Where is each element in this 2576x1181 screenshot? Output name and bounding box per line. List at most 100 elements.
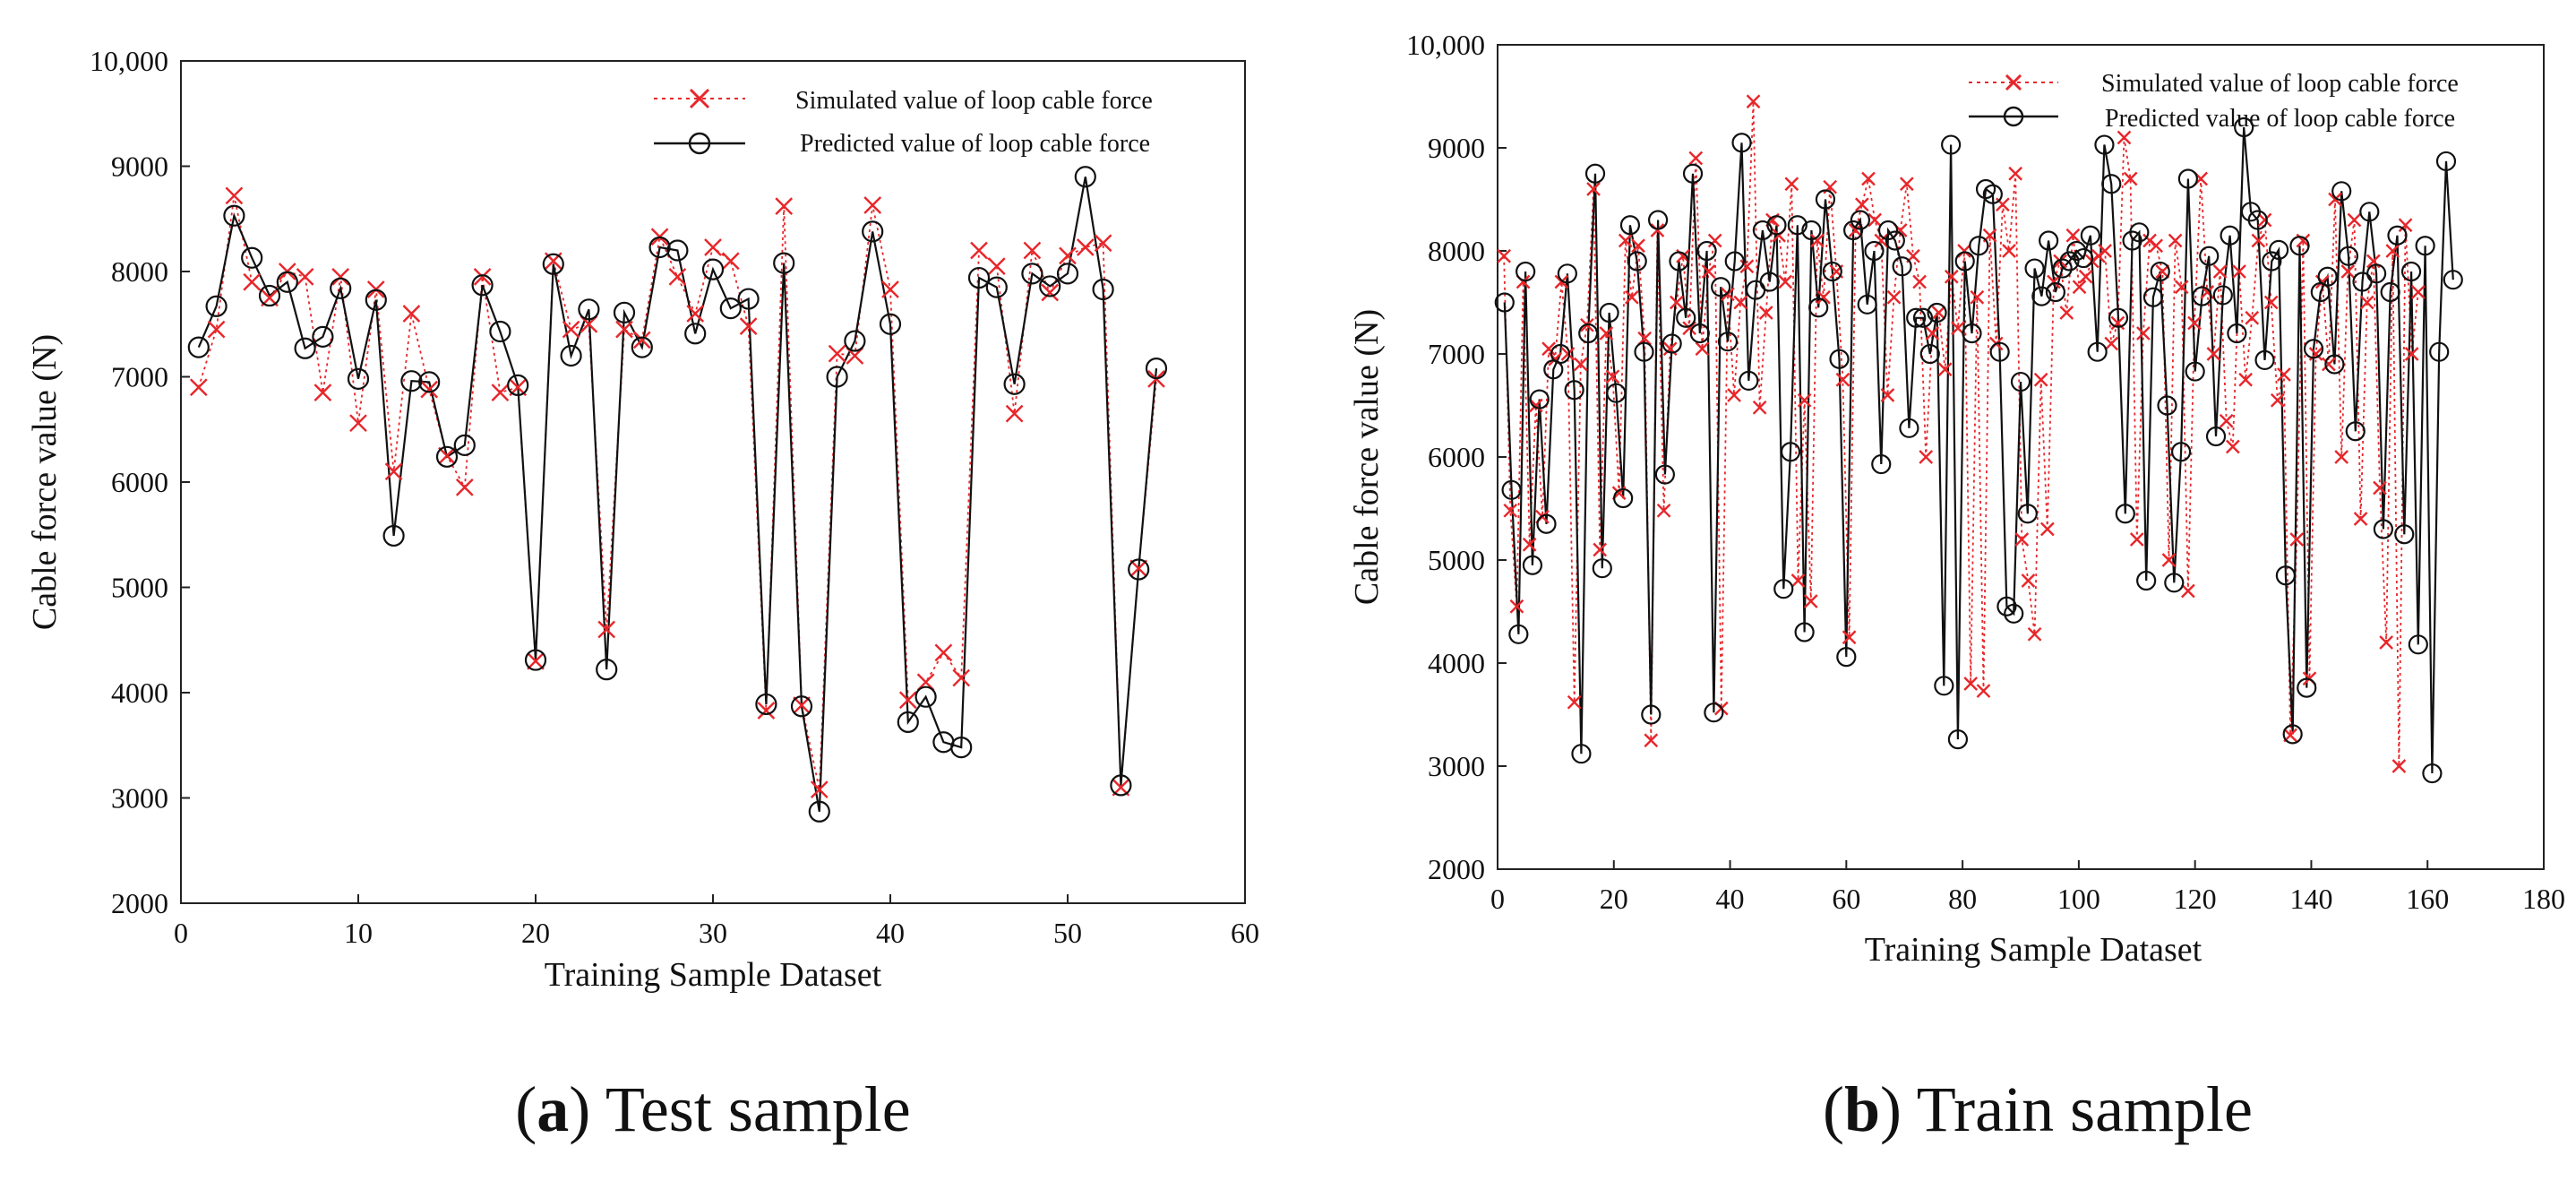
predicted-point — [2017, 504, 2038, 524]
simulated-point — [1912, 274, 1927, 289]
predicted-point — [2031, 286, 2052, 306]
y-axis-label-a: Cable force value (N) — [26, 334, 64, 630]
predicted-point — [2108, 307, 2129, 328]
predicted-point — [1919, 343, 1940, 365]
predicted-point — [2408, 634, 2428, 655]
predicted-point — [560, 344, 582, 367]
predicted-point — [2080, 225, 2100, 246]
simulated-point — [704, 238, 722, 256]
predicted-point — [773, 252, 795, 274]
predicted-point — [489, 320, 511, 343]
caption-letter-b: b — [1844, 1073, 1880, 1145]
predicted-point — [187, 336, 210, 358]
simulated-point — [1503, 503, 1518, 518]
simulated-point — [2149, 238, 2164, 254]
simulated-point — [2021, 573, 2036, 588]
predicted-series-line — [1503, 126, 2454, 774]
predicted-point — [2039, 230, 2059, 251]
predicted-point — [2052, 258, 2073, 279]
predicted-point — [418, 371, 441, 393]
y-tick-label: 9000 — [1428, 132, 1485, 164]
caption-text-b: Train sample — [1917, 1073, 2253, 1145]
predicted-point — [294, 337, 316, 359]
simulated-point — [2008, 166, 2023, 181]
predicted-point — [2150, 261, 2170, 282]
x-tick-label: 10 — [344, 917, 373, 949]
simulated-point — [1670, 295, 1684, 310]
predicted-point — [1954, 251, 1975, 272]
simulated-point — [438, 446, 456, 465]
predicted-point — [1739, 370, 1759, 391]
simulated-point — [491, 384, 510, 401]
simulated-point — [632, 331, 651, 349]
predicted-point — [2227, 323, 2247, 344]
x-tick-label: 100 — [2057, 883, 2100, 915]
simulated-point — [420, 380, 439, 399]
simulated-point — [934, 643, 953, 662]
predicted-point — [1564, 380, 1584, 401]
predicted-point — [1501, 479, 1522, 500]
simulated-point — [1094, 234, 1112, 253]
predicted-point — [435, 445, 459, 468]
predicted-point — [1996, 596, 2017, 616]
simulated-point — [1560, 347, 1576, 361]
simulated-point — [1816, 289, 1831, 305]
predicted-point — [2157, 395, 2177, 416]
predicted-point — [276, 271, 298, 293]
predicted-point — [2094, 134, 2115, 155]
predicted-point — [2142, 287, 2164, 307]
predicted-point — [1906, 307, 1927, 328]
predicted-point — [1021, 263, 1043, 285]
simulated-point — [757, 702, 776, 720]
simulated-point — [2098, 244, 2112, 258]
simulated-point — [1522, 537, 1537, 552]
simulated-point — [2322, 357, 2336, 372]
x-tick-label: 40 — [876, 917, 905, 949]
simulated-point — [828, 344, 846, 363]
simulated-point — [2353, 512, 2368, 526]
simulated-point — [1721, 287, 1735, 302]
predicted-point — [1110, 774, 1132, 797]
simulated-point — [721, 252, 740, 271]
simulated-point — [1746, 94, 1761, 109]
simulated-point — [2404, 347, 2419, 361]
predicted-point — [1780, 442, 1801, 462]
x-tick-label: 0 — [1490, 883, 1505, 915]
predicted-point — [1571, 744, 1592, 764]
y-tick-label: 6000 — [1428, 441, 1485, 473]
simulated-point — [1567, 694, 1582, 710]
simulated-point — [243, 272, 262, 291]
simulated-point — [1899, 177, 1914, 192]
predicted-point — [1962, 323, 1982, 344]
simulated-point — [1618, 233, 1633, 248]
predicted-series-line — [197, 177, 1158, 812]
simulated-point — [2174, 280, 2189, 295]
simulated-point — [2219, 413, 2234, 428]
simulated-point — [2289, 532, 2305, 547]
simulated-point — [1970, 289, 1985, 305]
predicted-point — [2275, 565, 2296, 586]
simulated-point — [2206, 347, 2221, 361]
predicted-point — [2380, 281, 2400, 303]
predicted-point — [648, 236, 671, 259]
predicted-point — [2394, 524, 2415, 545]
y-tick-label: 10,000 — [1406, 29, 1485, 61]
simulated-point — [1733, 295, 1748, 310]
simulated-point — [2181, 583, 2195, 599]
simulated-point — [2129, 532, 2144, 547]
y-tick-label: 3000 — [1428, 750, 1485, 782]
predicted-point — [2212, 285, 2233, 306]
simulated-point — [1593, 542, 1608, 557]
x-tick-label: 180 — [2522, 883, 2565, 915]
simulated-point — [225, 186, 244, 205]
series-lines-a — [197, 177, 1158, 812]
y-tick-label: 8000 — [1428, 235, 1485, 267]
simulated-point — [881, 280, 899, 298]
legend-x-icon — [2005, 73, 2022, 91]
predicted-point — [1864, 240, 1885, 262]
predicted-point — [1885, 230, 1905, 251]
predicted-point — [2400, 261, 2422, 282]
simulated-point — [2391, 759, 2407, 773]
simulated-point — [1688, 151, 1704, 166]
simulated-point — [615, 320, 633, 339]
